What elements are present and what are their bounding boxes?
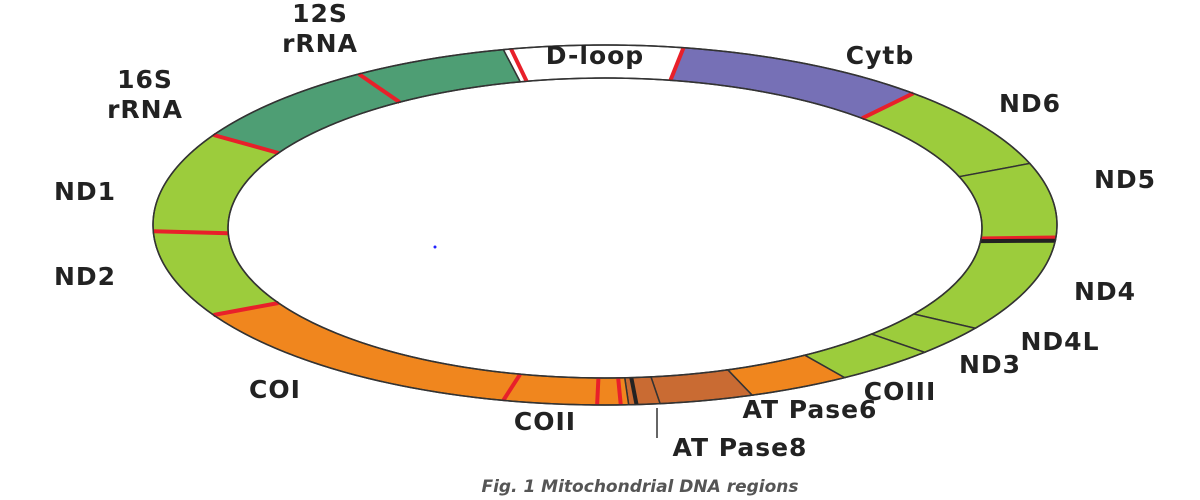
- separator: [861, 91, 915, 121]
- region-label: ND4: [1074, 277, 1136, 306]
- separator: [213, 133, 280, 155]
- outer-edge: [152, 44, 1058, 406]
- label-line: ND5: [1094, 165, 1156, 194]
- region-label: ND3: [959, 350, 1021, 379]
- label-line: ND1: [54, 177, 116, 206]
- label-line: AT Pase6: [743, 395, 878, 424]
- region-label: ND2: [54, 262, 116, 291]
- label-line: rRNA: [282, 29, 358, 58]
- label-line: ND2: [54, 262, 116, 291]
- region-label: D-loop: [546, 41, 644, 70]
- ring: [152, 44, 1058, 406]
- label-line: Cytb: [846, 41, 915, 70]
- label-line: COII: [514, 407, 576, 436]
- label-line: COI: [249, 375, 301, 404]
- region-label: Cytb: [846, 41, 915, 70]
- separator: [501, 373, 522, 402]
- region-label: ND6: [999, 89, 1061, 118]
- separator: [668, 46, 686, 82]
- separator: [629, 377, 639, 405]
- separator: [616, 377, 623, 406]
- dot: [433, 245, 437, 249]
- caption: Fig. 1 Mitochondrial DNA regions: [481, 477, 798, 497]
- region-label: ND4L: [1021, 327, 1100, 356]
- label-line: ND6: [999, 89, 1061, 118]
- label-line: ND4L: [1021, 327, 1100, 356]
- separator: [981, 235, 1056, 241]
- separator: [595, 377, 601, 406]
- region-segment: [957, 162, 1058, 242]
- label-line: ND4: [1074, 277, 1136, 306]
- label-line: rRNA: [107, 95, 183, 124]
- region-label: ND1: [54, 177, 116, 206]
- separator: [213, 301, 279, 317]
- region-label: COI: [249, 375, 301, 404]
- inner-edge: [227, 77, 983, 379]
- region-segment: [502, 373, 630, 406]
- label-line: 16S: [117, 65, 173, 94]
- label-line: AT Pase8: [673, 433, 808, 462]
- region-segment: [911, 239, 1057, 330]
- region-label: 16S rRNA: [107, 65, 183, 124]
- region-label: AT Pase6: [743, 395, 878, 424]
- region-label: 12S rRNA: [282, 0, 358, 58]
- separator: [509, 48, 529, 83]
- label-line: 12S: [292, 0, 348, 28]
- region-segment: [152, 230, 281, 316]
- label-line: COIII: [864, 377, 937, 406]
- region-label: COII: [514, 407, 576, 436]
- label-line: D-loop: [546, 41, 644, 70]
- separator: [357, 72, 401, 104]
- label-line: ND3: [959, 350, 1021, 379]
- separator: [153, 229, 229, 236]
- region-label: ND5: [1094, 165, 1156, 194]
- region-label: AT Pase8: [673, 433, 808, 462]
- region-label: COIII: [864, 377, 937, 406]
